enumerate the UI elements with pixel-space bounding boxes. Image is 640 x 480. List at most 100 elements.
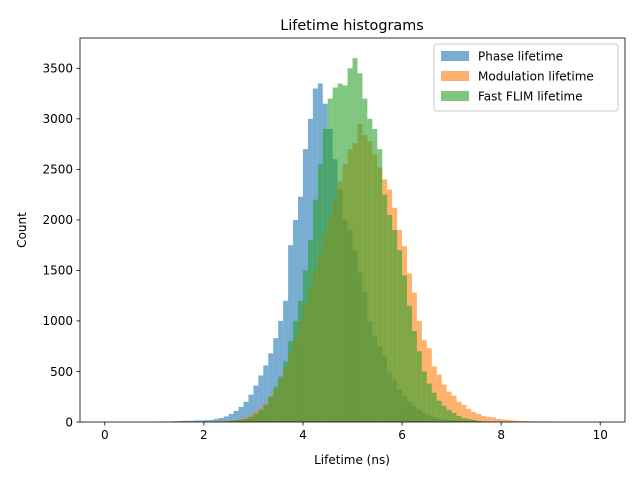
x-tick-label: 2 <box>200 428 208 442</box>
histogram-bar-series-3 <box>367 118 373 422</box>
histogram-bar-series-3 <box>317 164 323 422</box>
x-tick-label: 4 <box>299 428 307 442</box>
y-tick-label: 1500 <box>42 264 73 278</box>
histogram-bar-series-3 <box>233 420 239 422</box>
histogram-bar-series-3 <box>322 128 328 422</box>
histogram-bar-series-1 <box>248 394 254 422</box>
histogram-bar-series-2 <box>516 420 521 422</box>
x-axis: 0 2 4 6 8 10 <box>101 422 608 442</box>
histogram-bar-series-1 <box>293 219 298 422</box>
histogram-bar-series-1 <box>193 420 199 422</box>
histogram-bar-series-3 <box>402 275 407 422</box>
histogram-bar-series-1 <box>263 365 269 422</box>
histogram-bar-series-1 <box>198 420 204 422</box>
histogram-bar-series-1 <box>288 245 294 422</box>
histogram-bar-series-3 <box>243 418 249 422</box>
histogram-bar-series-3 <box>273 386 279 422</box>
y-axis-label: Count <box>15 212 29 248</box>
histogram-bar-series-3 <box>347 68 353 422</box>
y-tick-label: 1000 <box>42 314 73 328</box>
histogram-bar-series-3 <box>466 418 472 422</box>
histogram-bar-series-2 <box>520 420 526 422</box>
histogram-bar-series-2 <box>496 418 502 422</box>
chart-title: Lifetime histograms <box>280 18 423 34</box>
histogram-bar-series-3 <box>407 305 412 422</box>
histogram-bar-series-3 <box>426 383 432 422</box>
histogram-bar-series-3 <box>436 400 442 422</box>
histogram-bar-series-2 <box>525 421 531 422</box>
histogram-bar-series-1 <box>258 375 264 422</box>
x-tick-label: 10 <box>593 428 608 442</box>
histogram-bar-series-3 <box>411 331 417 422</box>
histogram-bar-series-2 <box>456 401 462 422</box>
histogram-bar-series-2 <box>481 415 487 422</box>
histogram-bar-series-1 <box>243 401 249 422</box>
histogram-bar-series-3 <box>431 392 437 422</box>
x-axis-label: Lifetime (ns) <box>314 453 390 467</box>
histogram-bar-series-1 <box>273 338 279 422</box>
y-tick-label: 3000 <box>42 112 73 126</box>
histogram-bar-series-2 <box>506 419 512 422</box>
histogram-bar-series-1 <box>268 353 274 422</box>
histogram-bar-series-1 <box>184 420 189 422</box>
histogram-bar-series-3 <box>362 98 368 422</box>
histogram-bar-series-2 <box>501 419 507 422</box>
histogram-bar-series-3 <box>421 371 427 422</box>
histogram-bar-series-3 <box>377 149 383 422</box>
histogram-bar-series-1 <box>203 420 209 422</box>
histogram-bar-series-2 <box>441 384 447 422</box>
y-tick-label: 3500 <box>42 62 73 76</box>
legend-swatch <box>441 91 469 101</box>
histogram-bar-series-2 <box>471 411 477 422</box>
histogram-bar-series-2 <box>436 374 442 422</box>
histogram-bar-series-3 <box>332 87 338 423</box>
histogram-bar-series-3 <box>392 230 398 422</box>
y-tick-label: 2500 <box>42 163 73 177</box>
histogram-bar-series-1 <box>174 421 180 422</box>
histogram-bar-series-1 <box>238 406 244 422</box>
legend-label: Phase lifetime <box>478 50 563 64</box>
histogram-bar-series-3 <box>387 214 393 422</box>
legend-swatch <box>441 71 469 81</box>
histogram-bar-series-1 <box>223 416 229 422</box>
histogram-bar-series-3 <box>342 85 348 423</box>
histogram-bar-series-3 <box>372 128 378 422</box>
histogram-bar-series-3 <box>416 351 422 422</box>
histogram-bar-series-3 <box>456 415 462 422</box>
histogram-bar-series-1 <box>208 419 214 422</box>
histogram-bar-series-3 <box>253 413 259 422</box>
histogram-bar-series-1 <box>213 418 219 422</box>
histogram-bar-series-3 <box>357 73 363 423</box>
y-tick-label: 500 <box>50 365 73 379</box>
histogram-bar-series-3 <box>382 194 388 422</box>
y-tick-label: 0 <box>65 415 73 429</box>
histogram-bar-series-3 <box>238 419 244 422</box>
histogram-bar-series-1 <box>278 320 284 422</box>
legend-label: Modulation lifetime <box>478 70 594 84</box>
histogram-bar-series-2 <box>486 416 492 422</box>
histogram-bar-series-3 <box>451 412 457 422</box>
histogram-bar-series-1 <box>228 413 234 422</box>
histogram-bar-series-1 <box>253 385 259 422</box>
histogram-bar-series-3 <box>352 58 358 423</box>
histogram-bar-series-2 <box>461 404 467 422</box>
histogram-bar-series-1 <box>218 417 224 422</box>
histogram-bar-series-3 <box>283 361 289 422</box>
histogram-bar-series-1 <box>233 410 239 422</box>
histogram-bar-series-3 <box>307 240 313 422</box>
histogram-bar-series-3 <box>471 419 477 422</box>
histogram-bar-series-3 <box>298 300 303 422</box>
histogram-bar-series-3 <box>288 341 294 422</box>
x-tick-label: 6 <box>398 428 406 442</box>
histogram-bar-series-3 <box>476 420 482 422</box>
histogram-bar-series-3 <box>278 376 284 422</box>
x-tick-label: 0 <box>101 428 109 442</box>
histogram-bar-series-3 <box>446 409 452 422</box>
histogram-bar-series-1 <box>179 420 185 422</box>
histogram-bars <box>159 58 561 423</box>
histogram-bar-series-2 <box>466 408 472 422</box>
histogram-bar-series-2 <box>476 413 482 422</box>
histogram-bar-series-3 <box>327 98 333 422</box>
histogram-bar-series-2 <box>218 421 224 422</box>
